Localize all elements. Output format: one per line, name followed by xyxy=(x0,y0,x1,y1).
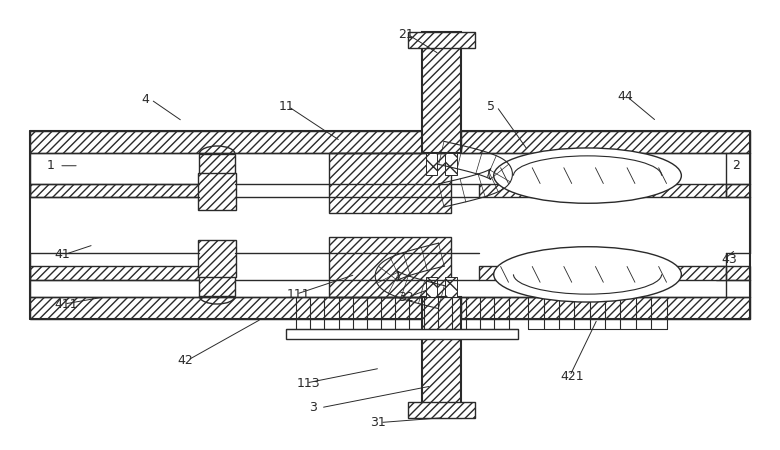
Text: 411: 411 xyxy=(54,297,78,310)
Text: 41: 41 xyxy=(54,248,70,261)
Bar xyxy=(30,266,217,280)
Text: 3: 3 xyxy=(309,401,317,414)
Bar xyxy=(479,266,726,280)
Bar xyxy=(445,277,457,297)
Bar xyxy=(286,328,519,338)
Ellipse shape xyxy=(494,247,682,302)
Bar xyxy=(422,297,461,418)
Text: 5: 5 xyxy=(487,100,495,113)
Ellipse shape xyxy=(494,148,682,203)
Text: 113: 113 xyxy=(296,377,320,390)
Polygon shape xyxy=(328,237,452,297)
Text: 421: 421 xyxy=(560,369,583,382)
Polygon shape xyxy=(200,154,235,184)
Bar xyxy=(422,32,461,153)
Bar xyxy=(408,32,475,48)
Text: 4: 4 xyxy=(141,93,149,106)
Bar xyxy=(408,402,475,418)
Text: 43: 43 xyxy=(722,253,738,266)
Text: 11: 11 xyxy=(278,100,294,113)
Text: 21: 21 xyxy=(398,28,413,41)
Bar xyxy=(30,131,422,153)
Text: 111: 111 xyxy=(286,288,310,301)
Bar xyxy=(426,277,438,297)
Text: 44: 44 xyxy=(617,90,633,103)
Text: 42: 42 xyxy=(178,354,193,367)
Text: 32: 32 xyxy=(398,291,413,304)
Text: 2: 2 xyxy=(732,159,739,172)
Bar xyxy=(461,297,750,319)
Polygon shape xyxy=(200,266,235,296)
Polygon shape xyxy=(328,153,452,213)
Bar xyxy=(461,131,750,153)
Bar xyxy=(426,153,438,175)
Bar xyxy=(30,297,422,319)
Bar xyxy=(716,266,750,280)
Bar xyxy=(198,173,236,210)
Bar xyxy=(445,153,457,175)
Bar xyxy=(716,184,750,198)
Bar xyxy=(479,184,726,198)
Text: 1: 1 xyxy=(46,159,54,172)
Bar xyxy=(198,240,236,277)
Text: 31: 31 xyxy=(370,416,386,429)
Bar xyxy=(30,184,217,198)
